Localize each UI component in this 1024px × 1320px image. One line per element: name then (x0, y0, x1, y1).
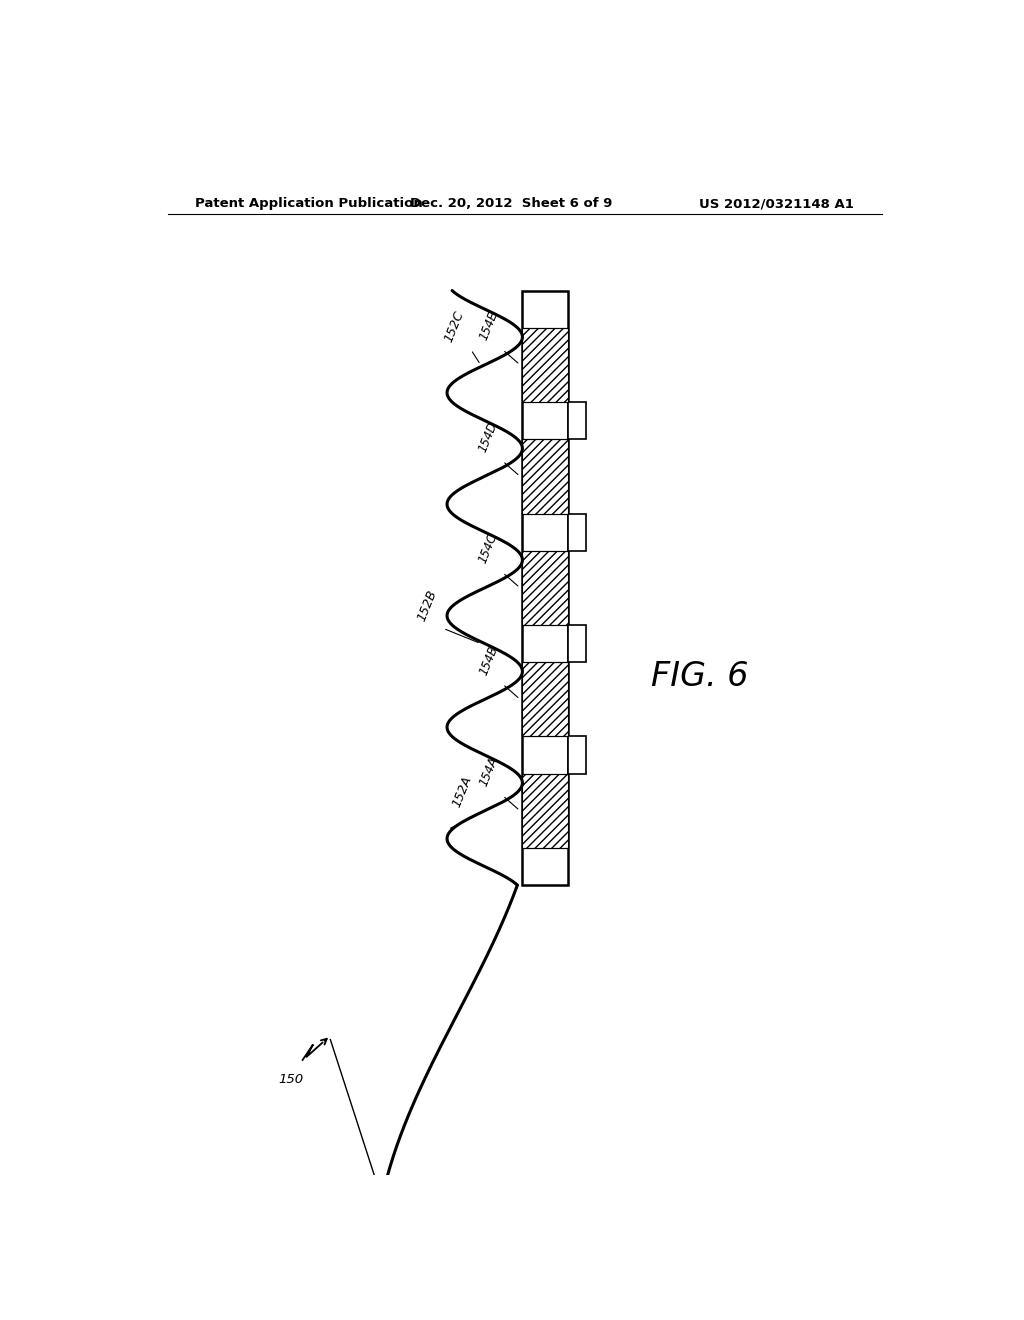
Text: 150: 150 (279, 1073, 303, 1086)
Bar (522, 663, 568, 737)
Text: Patent Application Publication: Patent Application Publication (196, 197, 423, 210)
Bar (568, 513, 586, 550)
Text: 154A: 154A (477, 755, 500, 788)
Text: 154E: 154E (477, 310, 500, 342)
Text: 152A: 152A (451, 774, 475, 809)
Bar (568, 624, 586, 663)
Text: Dec. 20, 2012  Sheet 6 of 9: Dec. 20, 2012 Sheet 6 of 9 (410, 197, 612, 210)
Bar (568, 403, 586, 440)
Text: 154C: 154C (476, 532, 500, 565)
Text: 154B: 154B (477, 644, 500, 677)
Bar (568, 737, 586, 774)
Text: 152C: 152C (442, 309, 467, 345)
Text: 154D: 154D (476, 420, 500, 454)
Bar (522, 440, 568, 513)
Bar (522, 774, 568, 847)
Text: US 2012/0321148 A1: US 2012/0321148 A1 (699, 197, 854, 210)
Bar (522, 327, 568, 403)
Text: FIG. 6: FIG. 6 (650, 660, 749, 693)
Bar (522, 550, 568, 624)
Bar (522, 290, 568, 886)
Text: 152B: 152B (415, 589, 439, 623)
